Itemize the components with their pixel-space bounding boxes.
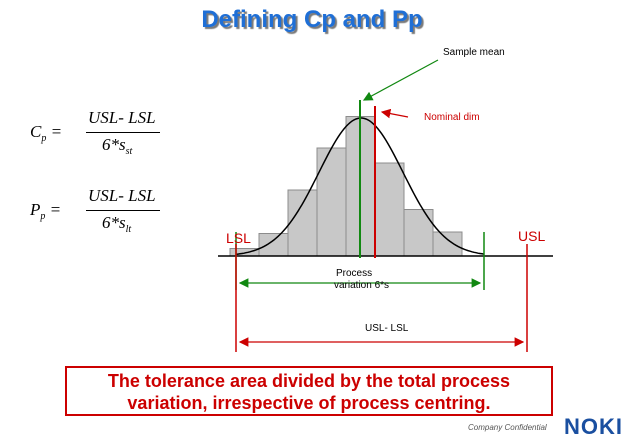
summary-note: The tolerance area divided by the total … xyxy=(65,366,553,416)
histogram-bar xyxy=(287,189,318,257)
company-logo: NOKI xyxy=(564,414,623,439)
usl-label: USL xyxy=(518,228,546,244)
histogram-bar xyxy=(316,147,347,257)
sample-mean-label: Sample mean xyxy=(443,47,505,58)
sample-mean-pointer xyxy=(362,59,439,101)
histogram-bar xyxy=(403,209,434,257)
tolerance-label: USL- LSL xyxy=(365,323,409,334)
pp-symbol: Pp = xyxy=(30,200,62,222)
pp-fraction-bar xyxy=(86,210,160,211)
cp-fraction-bar xyxy=(86,132,160,133)
nominal-dim-label: Nominal dim xyxy=(424,112,480,123)
lsl-label: LSL xyxy=(226,230,251,246)
histogram-bar xyxy=(258,233,289,257)
pp-formula: Pp = USL- LSL 6*slt xyxy=(30,186,180,236)
page-title: Defining Cp and Pp xyxy=(201,6,423,33)
cp-denominator: 6*sst xyxy=(102,135,133,157)
cp-numerator: USL- LSL xyxy=(88,108,156,127)
histogram-bar xyxy=(374,162,405,257)
histogram-bar xyxy=(432,231,463,257)
nominal-dim-pointer xyxy=(380,108,409,119)
cp-symbol: Cp = xyxy=(30,122,63,144)
histogram xyxy=(229,116,463,257)
pp-denominator: 6*slt xyxy=(102,213,132,235)
process-variation-label: Process variation 6*s xyxy=(334,268,390,291)
pp-numerator: USL- LSL xyxy=(88,186,156,205)
cp-formula: Cp = USL- LSL 6*sst xyxy=(30,108,180,158)
footer-confidential: Company Confidential xyxy=(468,423,547,432)
